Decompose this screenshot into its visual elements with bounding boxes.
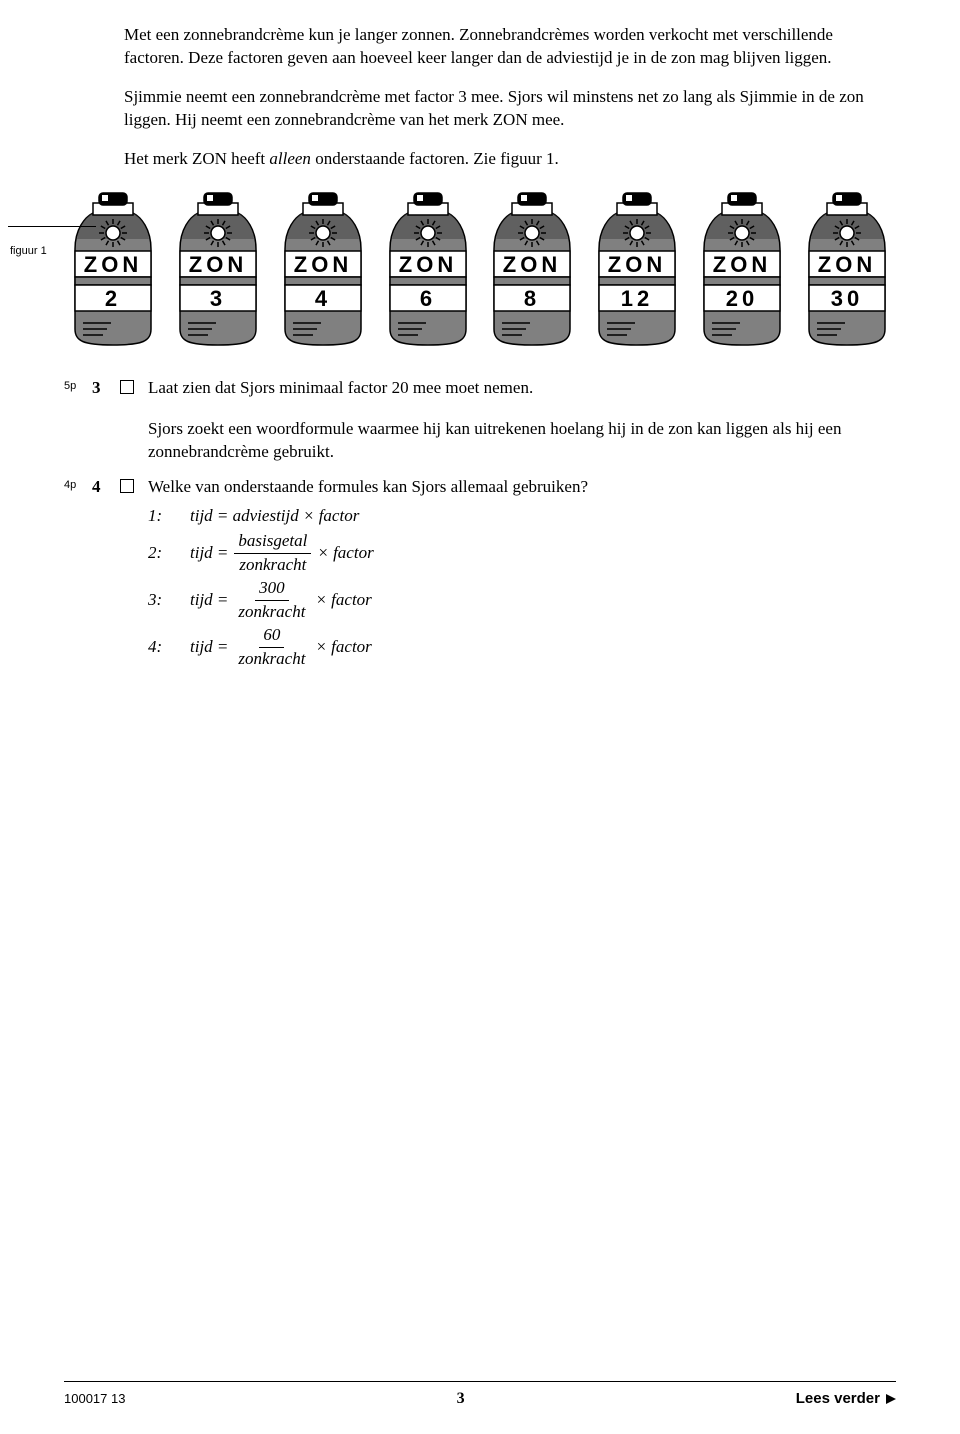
- svg-text:30: 30: [831, 286, 863, 311]
- intro-p2: Sjimmie neemt een zonnebrandcrème met fa…: [124, 86, 896, 132]
- bottle: ZON 8: [483, 189, 581, 349]
- q4-checkbox[interactable]: [120, 479, 134, 493]
- intro-p3: Het merk ZON heeft alleen onderstaande f…: [124, 148, 896, 171]
- bottle: ZON 20: [693, 189, 791, 349]
- svg-text:ZON: ZON: [713, 252, 771, 277]
- formula-1: 1: tijd = adviestijd × factor: [148, 502, 896, 530]
- formula-2-denominator: zonkracht: [235, 554, 310, 577]
- bottle: ZON 4: [274, 189, 372, 349]
- question-4: 4p 4 Welke van onderstaande formules kan…: [64, 476, 896, 672]
- svg-text:ZON: ZON: [818, 252, 876, 277]
- formula-4-lhs: tijd =: [190, 636, 228, 659]
- formula-3-frac: 300 zonkracht: [234, 577, 309, 624]
- arrow-right-icon: [886, 1394, 896, 1404]
- formula-1-body: tijd = adviestijd × factor: [190, 505, 359, 528]
- intro-p3-em: alleen: [269, 149, 311, 168]
- formula-2-lhs: tijd =: [190, 542, 228, 565]
- formula-3-lhs: tijd =: [190, 589, 228, 612]
- q3-number: 3: [92, 377, 120, 400]
- svg-text:20: 20: [726, 286, 758, 311]
- intro-p3-a: Het merk ZON heeft: [124, 149, 269, 168]
- bottle: ZON 3: [169, 189, 267, 349]
- formula-4-frac: 60 zonkracht: [234, 624, 309, 671]
- formula-3: 3: tijd = 300 zonkracht × factor: [148, 577, 896, 624]
- formula-2-num: 2:: [148, 542, 190, 565]
- formula-4: 4: tijd = 60 zonkracht × factor: [148, 624, 896, 671]
- q3-checkbox[interactable]: [120, 380, 134, 394]
- svg-text:ZON: ZON: [189, 252, 247, 277]
- svg-text:ZON: ZON: [608, 252, 666, 277]
- formula-2-frac: basisgetal zonkracht: [234, 530, 311, 577]
- bottle: ZON 12: [588, 189, 686, 349]
- svg-text:3: 3: [210, 286, 226, 311]
- formula-4-numerator: 60: [259, 624, 284, 648]
- formula-2: 2: tijd = basisgetal zonkracht × factor: [148, 530, 896, 577]
- svg-text:8: 8: [524, 286, 540, 311]
- bottle: ZON 30: [798, 189, 896, 349]
- svg-text:ZON: ZON: [293, 252, 351, 277]
- question-4-intro: Sjors zoekt een woordformule waarmee hij…: [64, 418, 896, 468]
- svg-text:4: 4: [315, 286, 331, 311]
- intro-p1: Met een zonnebrandcrème kun je langer zo…: [124, 24, 896, 70]
- bottle: ZON 6: [379, 189, 477, 349]
- intro-p3-b: onderstaande factoren. Zie figuur 1.: [311, 149, 559, 168]
- q4-number: 4: [92, 476, 120, 499]
- svg-text:6: 6: [419, 286, 435, 311]
- formula-3-rhs: × factor: [315, 589, 371, 612]
- svg-text:ZON: ZON: [398, 252, 456, 277]
- q4-prompt: Welke van onderstaande formules kan Sjor…: [148, 476, 896, 499]
- formula-3-num: 3:: [148, 589, 190, 612]
- q4-points: 4p: [64, 476, 92, 493]
- bottle: ZON 2: [64, 189, 162, 349]
- formula-4-denominator: zonkracht: [234, 648, 309, 671]
- bottles-row: ZON 2 ZON 3 ZON 4 ZON 6 ZON 8 ZON 12 ZON 20 ZON 30: [64, 189, 896, 349]
- formula-1-num: 1:: [148, 505, 190, 528]
- figure-label: figuur 1: [10, 244, 47, 259]
- question-3: 5p 3 Laat zien dat Sjors minimaal factor…: [64, 377, 896, 404]
- formula-4-num: 4:: [148, 636, 190, 659]
- formula-3-numerator: 300: [255, 577, 289, 601]
- svg-text:ZON: ZON: [503, 252, 561, 277]
- formula-4-rhs: × factor: [315, 636, 371, 659]
- svg-text:2: 2: [105, 286, 121, 311]
- footer-code: 100017 13: [64, 1390, 125, 1408]
- formula-2-numerator: basisgetal: [234, 530, 311, 554]
- q3-text: Laat zien dat Sjors minimaal factor 20 m…: [148, 377, 896, 400]
- q3-points: 5p: [64, 377, 92, 394]
- svg-text:ZON: ZON: [84, 252, 142, 277]
- formula-3-denominator: zonkracht: [234, 601, 309, 624]
- footer-next-label: Lees verder: [796, 1389, 880, 1409]
- formula-list: 1: tijd = adviestijd × factor 2: tijd = …: [148, 502, 896, 671]
- footer-page: 3: [457, 1388, 465, 1410]
- page-footer: 100017 13 3 Lees verder: [64, 1381, 896, 1410]
- footer-next: Lees verder: [796, 1389, 896, 1409]
- svg-text:12: 12: [621, 286, 653, 311]
- q4-intro: Sjors zoekt een woordformule waarmee hij…: [148, 418, 896, 464]
- formula-2-rhs: × factor: [317, 542, 373, 565]
